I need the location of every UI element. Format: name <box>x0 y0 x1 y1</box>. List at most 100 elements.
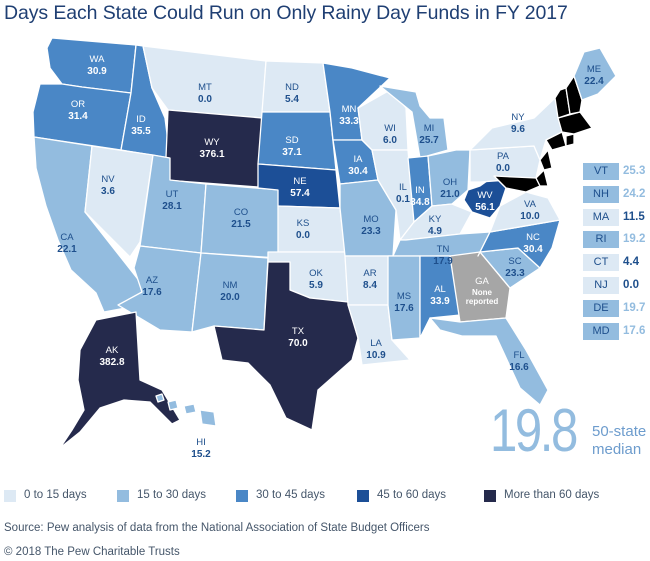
small-state-value: 24.2 <box>623 187 646 200</box>
state-NV <box>84 145 154 258</box>
state-code-MN: MN <box>342 104 357 115</box>
state-value-CA: 22.1 <box>57 244 77 255</box>
state-value-OR: 31.4 <box>68 111 88 122</box>
state-value-GA: None <box>472 288 493 297</box>
state-code-VA: VA <box>524 199 537 210</box>
state-code-NY: NY <box>511 112 525 123</box>
state-code-SD: SD <box>285 135 298 146</box>
small-state-row-NJ: NJ 0.0 <box>583 277 649 294</box>
state-value-IL: 0.1 <box>396 194 410 205</box>
state-value-NE: 57.4 <box>290 188 310 199</box>
small-state-code: DE <box>583 299 619 317</box>
state-code-UT: UT <box>166 189 179 200</box>
state-value-TN: 17.9 <box>433 256 453 267</box>
state-code-IN: IN <box>415 185 425 196</box>
state-value-KY: 4.9 <box>428 226 442 237</box>
state-code-SC: SC <box>508 256 521 267</box>
small-state-value: 17.6 <box>623 324 646 337</box>
state-code-NC: NC <box>526 232 540 243</box>
state-KS <box>277 205 346 253</box>
state-value-OK: 5.9 <box>309 280 323 291</box>
state-value-MO: 23.3 <box>361 226 381 237</box>
small-state-row-VT: VT 25.3 <box>583 163 649 180</box>
state-ME <box>573 47 617 101</box>
legend-label: 0 to 15 days <box>24 489 87 501</box>
state-code-KY: KY <box>429 214 442 225</box>
small-state-code: RI <box>583 231 619 249</box>
state-code-OK: OK <box>309 268 323 279</box>
state-value-NY: 9.6 <box>511 124 525 135</box>
state-code-CO: CO <box>234 207 248 218</box>
state-code-IL: IL <box>399 182 407 193</box>
small-state-code: NH <box>583 185 619 203</box>
state-code-WI: WI <box>384 123 396 134</box>
state-value-KS: 0.0 <box>296 230 310 241</box>
state-code-TN: TN <box>437 244 450 255</box>
legend-swatch <box>357 490 369 502</box>
state-code-KS: KS <box>297 218 310 229</box>
state-code-TX: TX <box>292 326 305 337</box>
small-state-value: 19.7 <box>623 301 646 314</box>
state-MS <box>387 255 421 341</box>
state-code-GA: GA <box>475 276 489 287</box>
state-DE <box>535 169 549 187</box>
state-code-NV: NV <box>101 174 115 185</box>
state-code-IA: IA <box>354 154 364 165</box>
state-MD <box>493 175 541 193</box>
state-NH <box>565 75 583 115</box>
legend-label: 15 to 30 days <box>137 489 207 501</box>
state-value-WV: 56.1 <box>475 202 495 213</box>
legend-swatch <box>236 490 248 502</box>
source-note: Source: Pew analysis of data from the Na… <box>4 522 430 534</box>
state-value-TX: 70.0 <box>288 338 308 349</box>
state-value-HI: 15.2 <box>191 449 211 460</box>
state-code-OR: OR <box>71 99 85 110</box>
state-HI <box>155 393 217 427</box>
legend-swatch <box>484 490 496 502</box>
state-code-ID: ID <box>136 114 146 125</box>
small-state-value: 0.0 <box>623 279 639 291</box>
small-state-value: 19.2 <box>623 233 646 246</box>
state-MI <box>379 85 449 159</box>
state-value-ID: 35.5 <box>131 126 151 137</box>
state-value-CO: 21.5 <box>231 219 251 230</box>
median-label-line2: median <box>592 441 642 458</box>
state-code-MI: MI <box>424 123 435 134</box>
state-code-WY: WY <box>204 137 220 148</box>
state-code-AR: AR <box>363 268 376 279</box>
state-value-MN: 33.3 <box>339 116 359 127</box>
small-state-row-MA: MA 11.5 <box>583 208 649 226</box>
state-code-AK: AK <box>106 345 119 356</box>
small-state-value: 25.3 <box>623 165 646 177</box>
state-code-MS: MS <box>397 291 411 302</box>
small-state-value: 4.4 <box>623 256 639 269</box>
state-code-ME: ME <box>587 64 601 75</box>
legend-swatch <box>4 490 16 502</box>
state-GA <box>449 251 511 323</box>
small-state-code: MA <box>583 208 619 226</box>
legend-label: 45 to 60 days <box>377 489 447 501</box>
state-VA <box>489 191 561 233</box>
small-state-row-MD: MD 17.6 <box>583 322 649 340</box>
legend-swatch <box>117 490 129 502</box>
state-value-UT: 28.1 <box>162 201 182 212</box>
state-AK <box>59 311 181 449</box>
state-value-VA: 10.0 <box>520 211 540 222</box>
state-code-OH: OH <box>443 177 457 188</box>
state-code-PA: PA <box>497 151 510 162</box>
state-value-AR: 8.4 <box>363 280 377 291</box>
state-value-ME: 22.4 <box>584 76 604 87</box>
state-code-AZ: AZ <box>146 275 158 286</box>
state-code-FL: FL <box>513 350 524 361</box>
state-value-NV: 3.6 <box>101 186 115 197</box>
state-code-AL: AL <box>434 284 446 295</box>
small-state-row-CT: CT 4.4 <box>583 254 649 272</box>
legend-label: 30 to 45 days <box>256 489 326 501</box>
state-code-ND: ND <box>285 82 299 93</box>
state-value-MT: 0.0 <box>198 94 212 105</box>
small-state-code: MD <box>583 322 619 340</box>
median-label: 50-state median <box>592 423 646 459</box>
state-value-IN: 34.8 <box>410 197 430 208</box>
state-value-ND: 5.4 <box>285 94 299 105</box>
